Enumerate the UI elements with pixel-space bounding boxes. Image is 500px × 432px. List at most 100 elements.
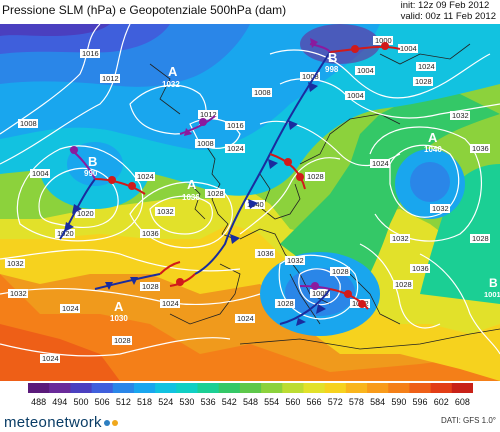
isobar-label: 1024 <box>135 172 155 181</box>
svg-text:1004: 1004 <box>347 91 364 100</box>
isobar-label: 1024 <box>225 144 245 153</box>
svg-text:1032: 1032 <box>157 207 174 216</box>
colorbar-swatch <box>112 383 135 393</box>
high-pressure-value: 1032 <box>162 80 180 89</box>
high-pressure-value: 1030 <box>110 314 128 323</box>
colorbar-swatch <box>324 383 347 393</box>
svg-text:1016: 1016 <box>227 121 244 130</box>
svg-text:1036: 1036 <box>472 144 489 153</box>
isobar-label: 1028 <box>275 299 295 308</box>
high-pressure-letter: A <box>428 130 438 145</box>
colorbar-tick-label: 608 <box>455 397 470 407</box>
colorbar-swatch <box>345 383 368 393</box>
svg-text:1004: 1004 <box>357 66 374 75</box>
weather-map: 1016 1012 1008 1008 1004 1024 1032 1012 … <box>0 24 500 381</box>
colorbar-tick-label: 572 <box>328 397 343 407</box>
svg-text:1032: 1032 <box>287 256 304 265</box>
svg-text:1024: 1024 <box>372 159 389 168</box>
colorbar-swatch <box>28 383 50 393</box>
colorbar-swatch <box>430 383 453 393</box>
svg-text:1036: 1036 <box>412 264 429 273</box>
colorbar-tick-label: 554 <box>264 397 279 407</box>
isobar-label: 1024 <box>235 314 255 323</box>
isobar-label: 1008 <box>252 88 272 97</box>
colorbar-tick-label: 578 <box>349 397 364 407</box>
isobar-label: 1008 <box>310 289 330 298</box>
colorbar-tick-label: 590 <box>391 397 406 407</box>
svg-text:1024: 1024 <box>137 172 154 181</box>
isobar-labels: 1016 1012 1008 1008 1004 1024 1032 1012 … <box>5 36 490 363</box>
isobar-label: 1028 <box>470 234 490 243</box>
logo-dot-icon <box>103 420 110 427</box>
isobar-label: 1032 <box>155 207 175 216</box>
svg-text:1020: 1020 <box>77 209 94 218</box>
isobar-label: 1028 <box>413 77 433 86</box>
isobar-label: 1032 <box>5 259 25 268</box>
high-pressure-letter: A <box>114 299 124 314</box>
svg-text:1016: 1016 <box>82 49 99 58</box>
svg-text:1028: 1028 <box>395 280 412 289</box>
colorbar-tick-label: 602 <box>434 397 449 407</box>
map-title: Pressione SLM (hPa) e Geopotenziale 500h… <box>2 3 287 17</box>
colorbar-tick-label: 530 <box>179 397 194 407</box>
svg-text:1028: 1028 <box>332 267 349 276</box>
high-pressure-letter: A <box>187 177 197 192</box>
svg-text:1004: 1004 <box>400 44 417 53</box>
weather-fronts <box>59 38 401 326</box>
colorbar-swatch <box>261 383 283 393</box>
isobar-label: 1020 <box>75 209 95 218</box>
isobar-label: 1036 <box>410 264 430 273</box>
colorbar-swatch <box>409 383 432 393</box>
isobar-label: 1020 <box>55 229 75 238</box>
high-pressure-value: 1040 <box>424 145 442 154</box>
svg-text:1028: 1028 <box>307 172 324 181</box>
svg-text:1024: 1024 <box>42 354 59 363</box>
svg-text:1032: 1032 <box>432 204 449 213</box>
title-bar: Pressione SLM (hPa) e Geopotenziale 500h… <box>0 0 500 24</box>
brand-name: meteonetwork <box>4 414 102 431</box>
low-pressure-letter: B <box>328 50 337 65</box>
isobar-label: 1032 <box>285 256 305 265</box>
valid-time: valid: 00z 11 Feb 2012 <box>400 11 496 22</box>
svg-text:1036: 1036 <box>142 229 159 238</box>
low-pressure-letter: B <box>489 276 498 290</box>
colorbar-swatch <box>451 383 473 393</box>
low-pressure-value: 1001 <box>484 290 500 299</box>
colorbar-tick-label: 518 <box>137 397 152 407</box>
colorbar-swatch <box>239 383 262 393</box>
colorbar-swatch <box>388 383 410 393</box>
colorbar-swatch <box>218 383 241 393</box>
logo-dot-icon <box>111 420 118 427</box>
svg-text:1028: 1028 <box>207 189 224 198</box>
pressure-centers: A 1032 B 990 A 1036 B 998 A 1040 A 1030 … <box>84 50 500 323</box>
warm-front <box>94 178 146 195</box>
isobar-label: 1008 <box>18 119 38 128</box>
isobar-label: 1004 <box>355 66 375 75</box>
svg-text:1020: 1020 <box>57 229 74 238</box>
svg-text:1024: 1024 <box>62 304 79 313</box>
run-info: init: 12z 09 Feb 2012 valid: 00z 11 Feb … <box>401 0 496 22</box>
colorbar-tick-label: 596 <box>413 397 428 407</box>
colorbar-swatches <box>28 383 473 393</box>
isobar-label: 1004 <box>345 91 365 100</box>
high-pressure-value: 1036 <box>182 193 200 202</box>
svg-text:1008: 1008 <box>197 139 214 148</box>
svg-text:1024: 1024 <box>162 299 179 308</box>
colorbar: 488 494 500 506 512 518 524 530 536 542 548 554 560 5… <box>28 383 473 407</box>
isobar-label: 1008 <box>300 72 320 81</box>
colorbar-swatch <box>197 383 220 393</box>
isobar-label: 1004 <box>398 44 418 53</box>
isobar-label: 1028 <box>112 336 132 345</box>
colorbar-swatch <box>49 383 71 393</box>
colorbar-tick-label: 566 <box>307 397 322 407</box>
colorbar-swatch <box>367 383 389 393</box>
colorbar-tick-label: 542 <box>222 397 237 407</box>
svg-text:1008: 1008 <box>254 88 271 97</box>
svg-text:1008: 1008 <box>302 72 319 81</box>
isobar-label: 1012 <box>198 110 218 119</box>
colorbar-swatch <box>70 383 93 393</box>
svg-text:1024: 1024 <box>237 314 254 323</box>
svg-text:1000: 1000 <box>375 36 392 45</box>
svg-text:1028: 1028 <box>277 299 294 308</box>
cold-front <box>279 288 331 325</box>
